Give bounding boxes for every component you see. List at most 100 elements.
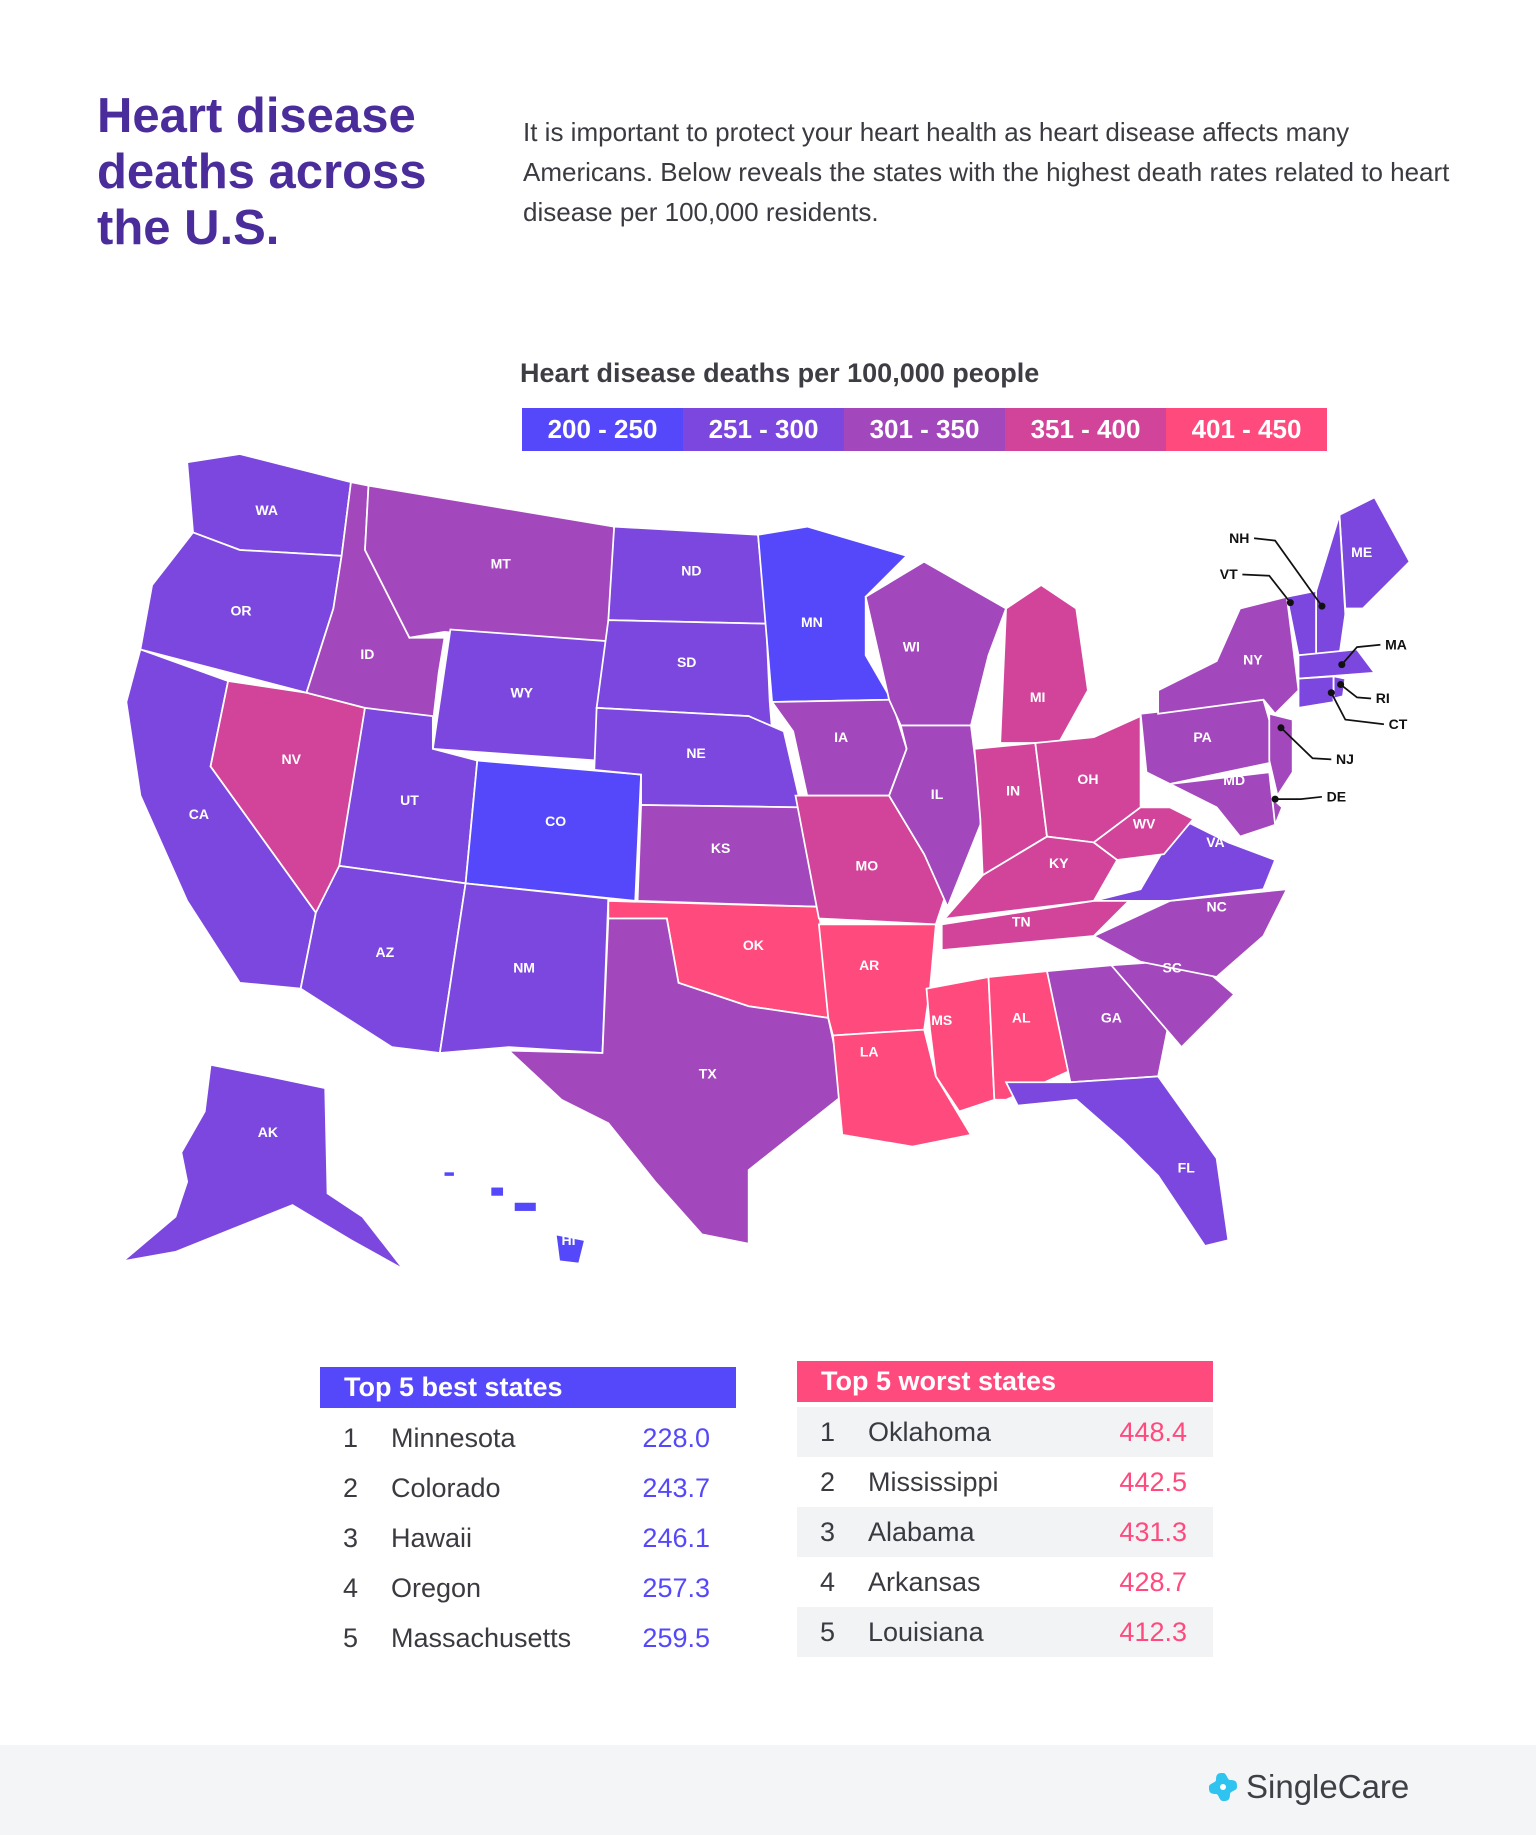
callout-line [1253, 537, 1323, 607]
state-tx [506, 917, 846, 1245]
state-label: RI [1376, 690, 1390, 706]
legend-item: 200 - 250 [522, 408, 683, 451]
state-name: Louisiana [868, 1616, 984, 1647]
state-label: WA [255, 502, 278, 518]
state-label: NY [1243, 652, 1263, 668]
callout-line [1340, 683, 1372, 700]
state-label: CA [189, 806, 209, 822]
table-row: 4 Oregon 257.3 [320, 1563, 736, 1613]
state-label: GA [1101, 1010, 1122, 1026]
singlecare-logo-icon [1209, 1773, 1237, 1801]
state-label: NM [513, 959, 535, 975]
callout-dot [1277, 724, 1285, 732]
state-label: MO [856, 858, 879, 874]
state-label: CO [545, 813, 566, 829]
state-label: MT [491, 556, 512, 572]
state-nm [438, 882, 610, 1054]
state-label: NH [1229, 530, 1249, 546]
state-label: ME [1351, 544, 1372, 560]
hawaii-island [514, 1202, 536, 1211]
state-label: SC [1162, 959, 1181, 975]
table-row: 3 Hawaii 246.1 [320, 1513, 736, 1563]
state-label: HI [562, 1232, 576, 1248]
state-wv [1092, 806, 1195, 861]
worst-states-header: Top 5 worst states [797, 1361, 1213, 1402]
state-label: TN [1012, 914, 1031, 930]
state-name: Alabama [868, 1516, 975, 1547]
rank: 2 [820, 1466, 836, 1497]
state-label: AR [859, 957, 879, 973]
callout-dot [1286, 599, 1294, 607]
state-name: Oklahoma [868, 1416, 992, 1447]
state-label: UT [400, 792, 419, 808]
state-label: VA [1206, 834, 1224, 850]
table-row: 2 Mississippi 442.5 [797, 1457, 1213, 1507]
table-row: 3 Alabama 431.3 [797, 1507, 1213, 1557]
state-nh [1315, 514, 1347, 657]
state-mt [364, 484, 616, 651]
state-label: IA [834, 729, 848, 745]
state-co [464, 759, 642, 902]
death-rate: 243.7 [642, 1472, 710, 1503]
legend-item: 401 - 450 [1166, 408, 1327, 451]
state-label: TX [699, 1066, 718, 1082]
table-row: 1 Minnesota 228.0 [320, 1413, 736, 1463]
state-name: Oregon [391, 1572, 482, 1603]
state-name: Minnesota [391, 1422, 516, 1453]
state-ct [1297, 675, 1335, 709]
state-md [1166, 771, 1277, 838]
state-ak [119, 1063, 405, 1271]
state-label: AZ [376, 944, 395, 960]
state-label: ID [360, 646, 374, 662]
death-rate: 442.5 [1119, 1466, 1187, 1497]
state-label: OK [743, 937, 764, 953]
state-la [831, 1028, 973, 1148]
state-label: MS [931, 1012, 952, 1028]
state-ny [1157, 595, 1300, 716]
death-rate: 259.5 [642, 1622, 710, 1653]
state-name: Arkansas [868, 1566, 981, 1597]
state-label: PA [1193, 729, 1211, 745]
hawaii-island [491, 1187, 504, 1196]
death-rate: 412.3 [1119, 1616, 1187, 1647]
page-title: Heart disease deaths across the U.S. [97, 89, 427, 255]
callout-line [1242, 573, 1292, 604]
state-me [1338, 496, 1411, 610]
state-label: KY [1049, 855, 1069, 871]
state-label: MD [1223, 772, 1245, 788]
state-label: AL [1012, 1010, 1031, 1026]
state-label: IL [931, 786, 944, 802]
worst-states-table: Top 5 worst states 1 Oklahoma 448.4 2 Missis… [797, 1361, 1213, 1657]
brand-name: SingleCare [1246, 1768, 1410, 1805]
callout-line [1330, 692, 1385, 726]
state-label: OR [230, 602, 251, 618]
state-name: Massachusetts [391, 1622, 572, 1653]
rank: 1 [343, 1422, 359, 1453]
rank: 3 [820, 1516, 836, 1547]
state-label: WY [510, 684, 533, 700]
state-hi [554, 1233, 586, 1265]
state-ma [1297, 648, 1377, 680]
table-row: 5 Louisiana 412.3 [797, 1607, 1213, 1657]
state-label: IN [1006, 783, 1020, 799]
state-label: NC [1207, 898, 1227, 914]
state-il [888, 724, 984, 910]
death-rate: 257.3 [642, 1572, 710, 1603]
legend-item: 351 - 400 [1005, 408, 1166, 451]
hawaii-island [444, 1172, 454, 1176]
rank: 3 [343, 1522, 359, 1553]
singlecare-logo: SingleCare [1208, 1768, 1409, 1806]
state-ar [817, 923, 937, 1037]
state-label: ND [681, 563, 701, 579]
rank: 2 [343, 1472, 359, 1503]
intro-text: It is important to protect your heart he… [523, 117, 1450, 227]
death-rate: 431.3 [1119, 1516, 1187, 1547]
state-label: KS [711, 840, 730, 856]
state-wi [864, 560, 1008, 727]
state-label: MN [801, 614, 823, 630]
state-label: AK [258, 1124, 278, 1140]
state-name: Hawaii [391, 1522, 473, 1553]
state-name: Colorado [391, 1472, 501, 1503]
state-label: LA [860, 1044, 879, 1060]
callout-line [1280, 727, 1332, 761]
